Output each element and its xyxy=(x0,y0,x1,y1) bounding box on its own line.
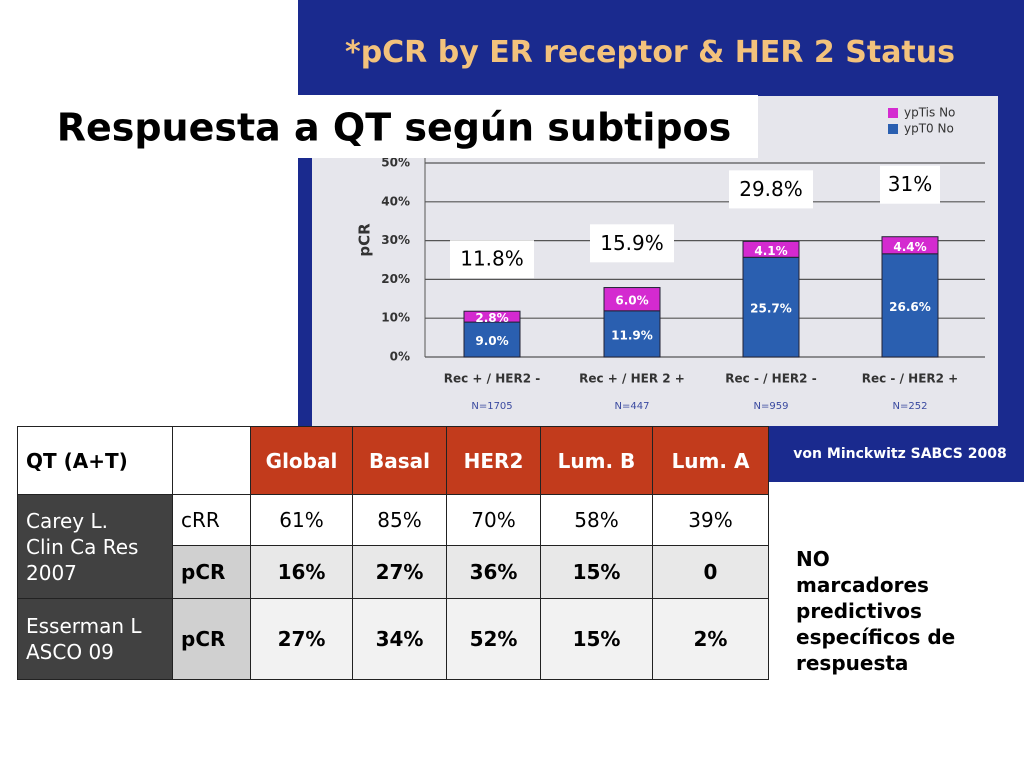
value-label: 4.1% xyxy=(754,244,787,258)
bar-segment xyxy=(742,240,800,258)
data-cell: 16% xyxy=(250,545,353,599)
data-cell: 36% xyxy=(446,545,541,599)
legend-swatch xyxy=(888,108,898,118)
x-tick-label: Rec - / HER2 + xyxy=(862,372,958,386)
data-cell: 70% xyxy=(446,494,541,546)
header-cell: Global xyxy=(250,426,353,495)
x-tick-label: Rec - / HER2 - xyxy=(725,372,816,386)
data-cell: 27% xyxy=(352,545,447,599)
y-tick-label: 40% xyxy=(381,194,410,208)
study-line: Carey L. xyxy=(26,508,109,533)
total-label: 29.8% xyxy=(739,177,803,201)
table-row: pCR 16% 27% 36% 15% 0 xyxy=(18,545,769,599)
header-cell: QT (A+T) xyxy=(17,426,173,495)
total-box xyxy=(729,170,813,209)
sample-size: N=1705 xyxy=(471,401,512,412)
value-label: 4.4% xyxy=(893,240,926,254)
total-label: 11.8% xyxy=(460,247,524,271)
data-cell: 27% xyxy=(250,598,353,680)
title-box xyxy=(30,95,758,158)
bar-segment xyxy=(881,253,939,358)
data-cell: 85% xyxy=(352,494,447,546)
value-label: 11.9% xyxy=(611,328,653,342)
sample-size: N=959 xyxy=(754,401,789,412)
note-line: marcadores xyxy=(796,573,929,597)
study-cell: Esserman L ASCO 09 xyxy=(17,598,173,680)
sample-size: N=447 xyxy=(615,401,650,412)
legend-label: ypT0 No xyxy=(904,122,954,136)
header-cell: Basal xyxy=(352,426,447,495)
header-row: QT (A+T) Global Basal HER2 Lum. B Lum. A xyxy=(17,426,769,495)
y-tick-label: 0% xyxy=(390,350,410,364)
data-cell: 15% xyxy=(540,598,653,680)
header-cell: HER2 xyxy=(446,426,541,495)
legend-label: ypTis No xyxy=(904,106,955,120)
y-tick-label: 20% xyxy=(381,272,410,286)
data-cell: pCR xyxy=(172,598,251,680)
note: NO marcadores predictivos específicos de res… xyxy=(796,546,955,676)
y-tick-label: 50% xyxy=(381,156,410,170)
slide-title: Respuesta a QT según subtipos xyxy=(57,106,732,150)
data-cell: 61% xyxy=(250,494,353,546)
study-cell: Carey L. Clin Ca Res 2007 xyxy=(17,494,173,599)
data-cell: 15% xyxy=(540,545,653,599)
data-cell: cRR xyxy=(172,494,251,546)
data-cell: 0 xyxy=(652,545,769,599)
note-line: específicos de xyxy=(796,625,956,649)
bar-segment xyxy=(881,236,939,255)
study-line: Esserman L xyxy=(26,614,142,638)
chart-source: von Minckwitz SABCS 2008 xyxy=(793,446,1006,462)
data-cell: 52% xyxy=(446,598,541,680)
data-cell: 39% xyxy=(652,494,769,546)
total-label: 15.9% xyxy=(600,231,664,255)
x-tick-label: Rec + / HER 2 + xyxy=(579,372,685,386)
y-tick-label: 10% xyxy=(381,311,410,325)
note-line: predictivos xyxy=(796,599,922,623)
total-box xyxy=(590,224,674,263)
header-cell: Lum. A xyxy=(652,426,769,495)
value-label: 25.7% xyxy=(750,302,792,316)
value-label: 2.8% xyxy=(475,311,508,325)
study-line: Clin Ca Res xyxy=(26,534,139,559)
header-cell: Lum. B xyxy=(540,426,653,495)
value-label: 26.6% xyxy=(889,300,931,314)
table-row: Carey L. Clin Ca Res 2007 cRR 61% 85% 70% 58% 39… xyxy=(17,494,769,599)
value-label: 9.0% xyxy=(475,334,508,348)
data-cell: 2% xyxy=(652,598,769,680)
value-label: 6.0% xyxy=(615,294,648,308)
x-tick-label: Rec + / HER2 - xyxy=(444,372,540,386)
results-table: QT (A+T) Global Basal HER2 Lum. B Lum. A Carey… xyxy=(17,426,769,680)
bar-segment xyxy=(603,287,661,312)
y-tick-label: 30% xyxy=(381,233,410,247)
total-box xyxy=(450,240,534,279)
chart-title: *pCR by ER receptor & HER 2 Status xyxy=(345,35,955,70)
total-box xyxy=(880,165,940,204)
note-line: NO xyxy=(796,547,830,571)
data-cell: 34% xyxy=(352,598,447,680)
plot: 0% 10% 20% 30% 40% 50% 9.0% 2.8% Rec + / HER2 - N… xyxy=(381,106,985,412)
note-line: respuesta xyxy=(796,651,909,675)
data-cell: 58% xyxy=(540,494,653,546)
header-cell xyxy=(172,426,251,495)
legend-swatch xyxy=(888,124,898,134)
total-label: 31% xyxy=(888,172,932,196)
table-row: Esserman L ASCO 09 pCR 27% 34% 52% 15% 2% xyxy=(17,598,769,680)
bar-segment xyxy=(742,256,800,358)
data-cell: pCR xyxy=(172,545,251,599)
sample-size: N=252 xyxy=(893,401,928,412)
bar-segment xyxy=(463,310,521,323)
study-line: ASCO 09 xyxy=(26,640,114,664)
bar-segment xyxy=(463,321,521,358)
y-axis-label: pCR xyxy=(356,223,374,257)
study-line: 2007 xyxy=(26,560,77,585)
